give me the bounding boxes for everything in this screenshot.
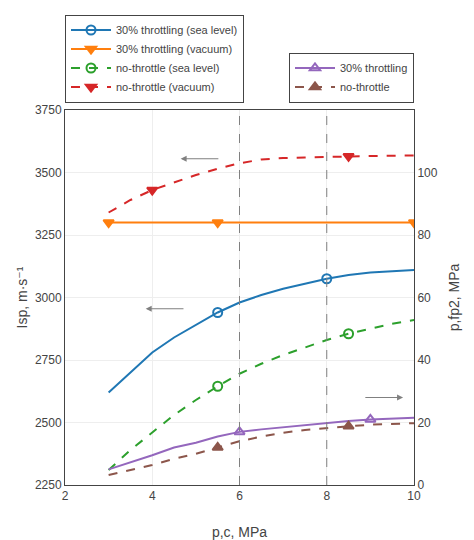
svg-text:80: 80 (417, 228, 431, 242)
svg-text:4: 4 (149, 489, 156, 503)
svg-text:no-throttle (vacuum): no-throttle (vacuum) (116, 81, 214, 93)
svg-text:p,c, MPa: p,c, MPa (212, 524, 267, 540)
svg-text:3500: 3500 (35, 166, 62, 180)
svg-text:30% throttling (vacuum): 30% throttling (vacuum) (116, 43, 232, 55)
svg-text:2750: 2750 (35, 353, 62, 367)
svg-text:3750: 3750 (35, 103, 62, 117)
svg-text:3000: 3000 (35, 291, 62, 305)
svg-text:100: 100 (417, 166, 437, 180)
svg-text:40: 40 (417, 353, 431, 367)
svg-text:8: 8 (323, 489, 330, 503)
svg-text:2: 2 (62, 489, 69, 503)
svg-text:p,fp2, MPa: p,fp2, MPa (446, 263, 462, 331)
svg-text:3250: 3250 (35, 228, 62, 242)
svg-text:Isp, m·s⁻¹: Isp, m·s⁻¹ (14, 266, 30, 328)
svg-text:2250: 2250 (35, 478, 62, 492)
svg-text:20: 20 (417, 416, 431, 430)
svg-text:0: 0 (417, 478, 424, 492)
svg-text:10: 10 (407, 489, 421, 503)
svg-text:6: 6 (236, 489, 243, 503)
svg-text:no-throttle: no-throttle (340, 81, 390, 93)
svg-text:no-throttle (sea level): no-throttle (sea level) (116, 62, 219, 74)
svg-text:2500: 2500 (35, 416, 62, 430)
svg-text:30% throttling (sea level): 30% throttling (sea level) (116, 24, 237, 36)
svg-text:60: 60 (417, 291, 431, 305)
svg-text:30% throttling: 30% throttling (340, 62, 407, 74)
